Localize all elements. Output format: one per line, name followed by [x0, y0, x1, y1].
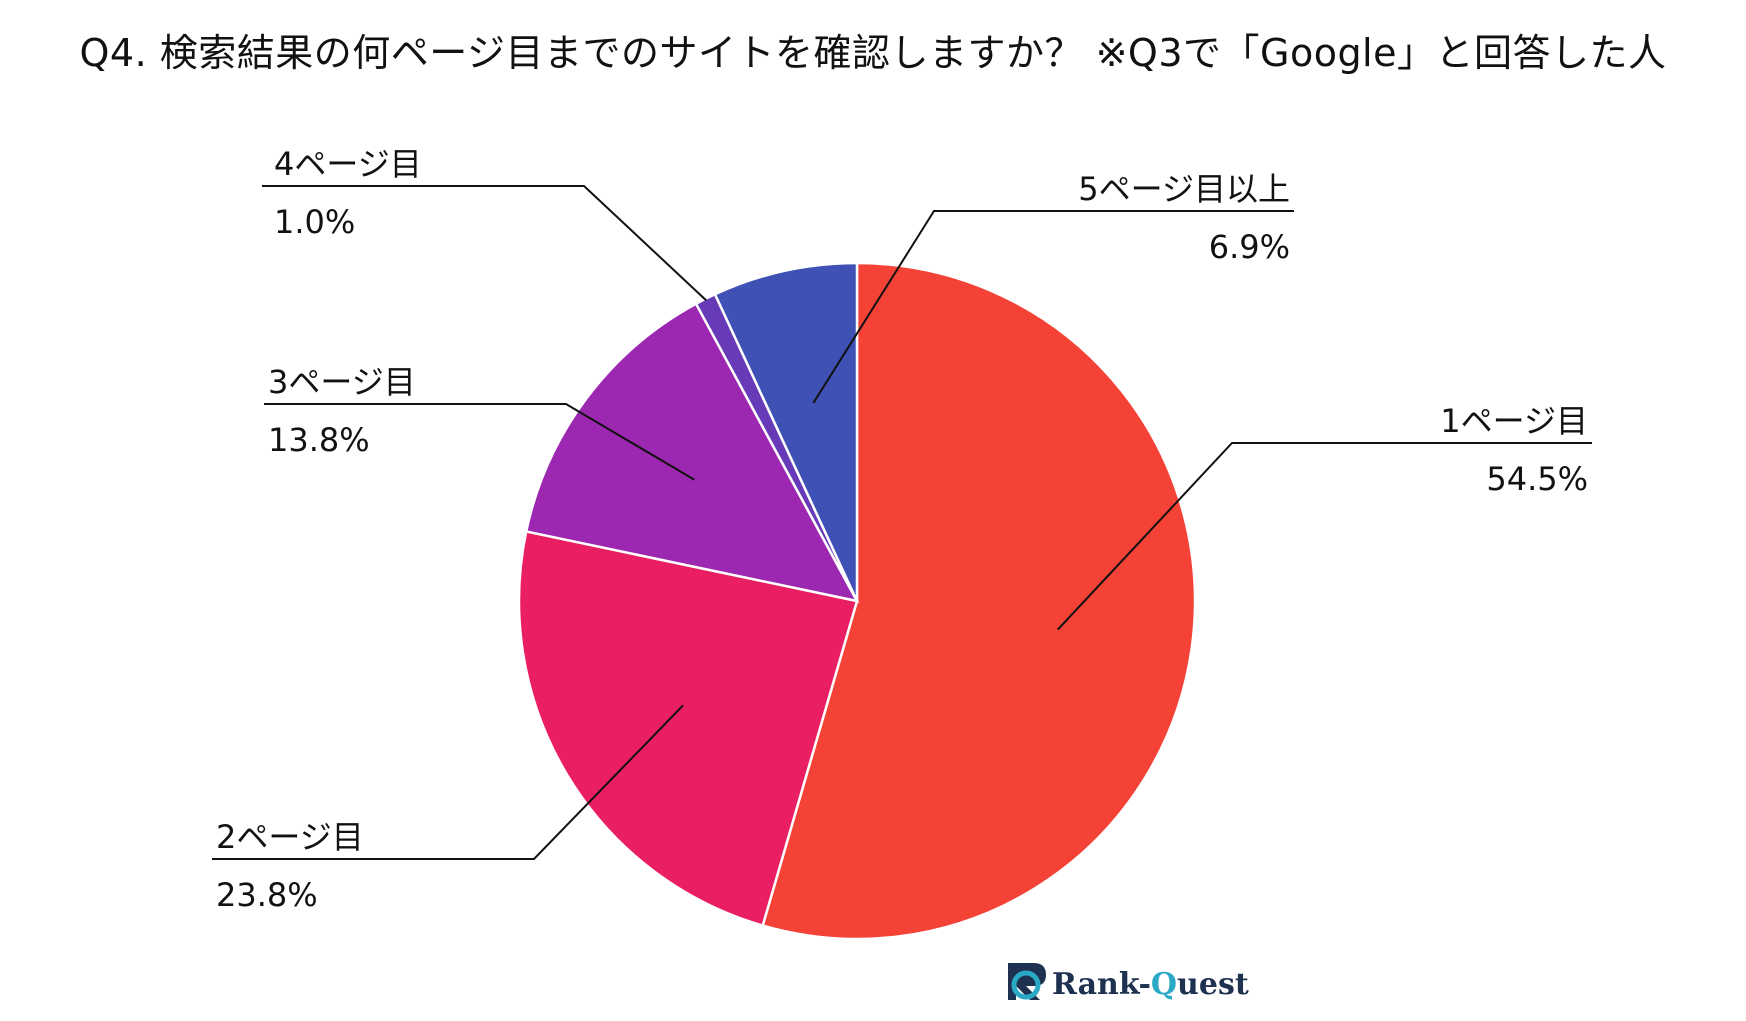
rank-quest-logo-icon — [1008, 963, 1046, 1000]
pie-slices — [517, 261, 1197, 941]
slice-labels: 1ページ目 54.5% 2ページ目 23.8% 3ページ目 13.8% 4ページ目 1.0% 5… — [216, 145, 1588, 914]
slice-percent-label: 1.0% — [274, 203, 355, 241]
leader-lines — [212, 185, 1592, 860]
slice-label: 5ページ目以上 — [1078, 170, 1290, 208]
pie-slice — [517, 529, 859, 928]
slice-percent-label: 54.5% — [1486, 460, 1588, 498]
slice-percent-label: 13.8% — [268, 421, 370, 459]
leader-line — [812, 210, 1294, 404]
slice-percent-label: 23.8% — [216, 876, 318, 914]
leader-line — [262, 185, 707, 302]
slice-label: 3ページ目 — [268, 363, 416, 401]
logo-text: Rank-Quest — [1052, 967, 1249, 1002]
slice-percent-label: 6.9% — [1209, 228, 1290, 266]
pie-slice — [761, 261, 1197, 941]
slice-label: 2ページ目 — [216, 818, 364, 856]
leader-line — [1057, 442, 1592, 631]
pie-slice — [713, 261, 859, 602]
leader-line — [264, 403, 695, 481]
leader-line — [212, 704, 684, 860]
rank-quest-logo: Rank-Quest — [1008, 963, 1249, 1002]
slice-label: 4ページ目 — [274, 145, 422, 183]
pie-slice — [524, 302, 860, 603]
slice-label: 1ページ目 — [1440, 402, 1588, 440]
chart-title: Q4. 検索結果の何ページ目までのサイトを確認しますか？ ※Q3で「Google… — [79, 31, 1667, 75]
